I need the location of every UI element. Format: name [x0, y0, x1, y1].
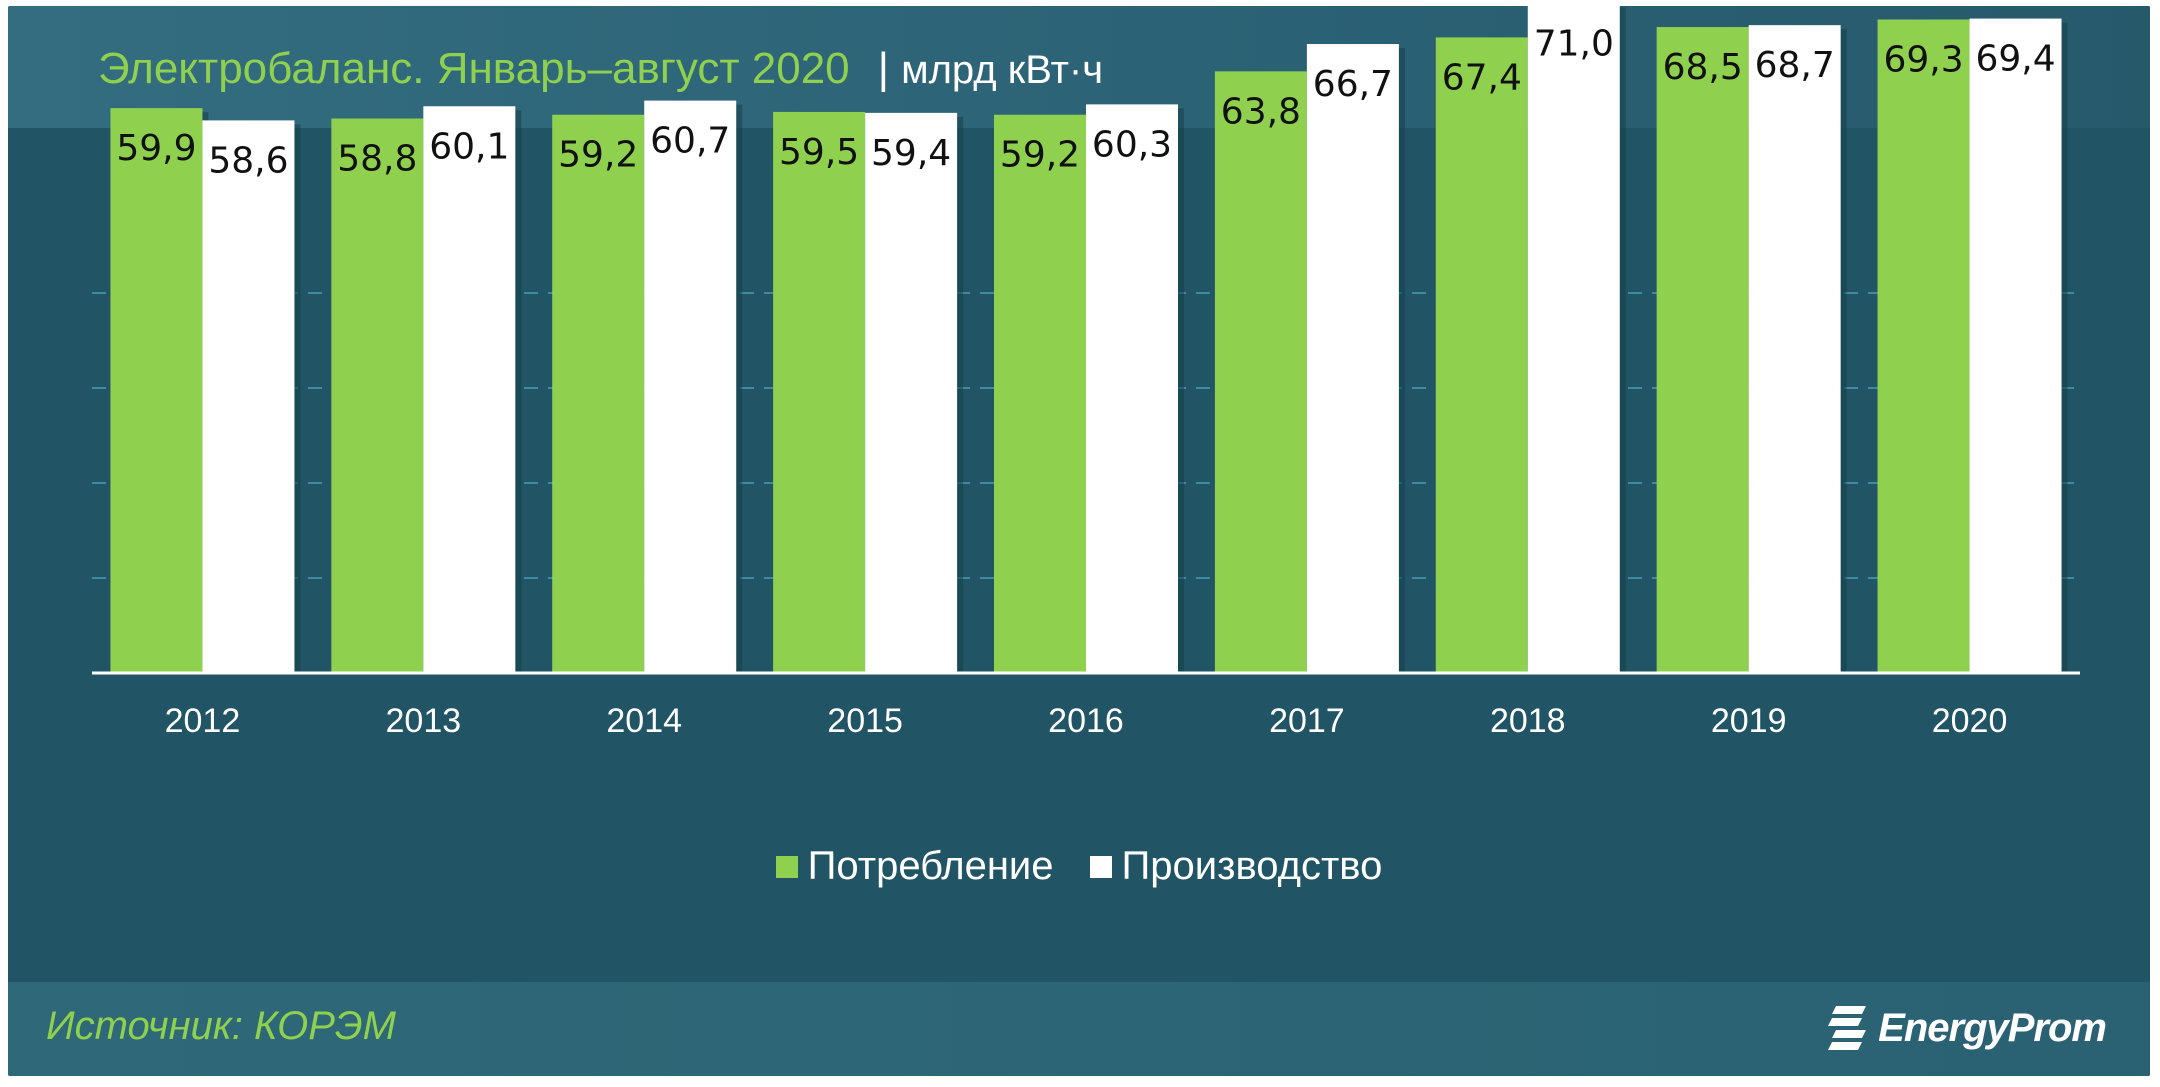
data-label: 59,4 [871, 133, 951, 174]
bar-production [1086, 104, 1178, 674]
bar-consumption [552, 114, 645, 673]
data-label: 68,5 [1663, 47, 1743, 88]
legend-label-production: Производство [1121, 844, 1383, 888]
data-label: 60,7 [650, 121, 730, 162]
energyprom-logo: EnergyProm [1826, 998, 2107, 1058]
bar-consumption [1214, 71, 1307, 674]
legend-item-production: Производство [1089, 844, 1383, 889]
bar-consumption [773, 111, 866, 674]
data-label: 58,6 [208, 140, 288, 181]
bar-production [1748, 25, 1841, 674]
x-tick-label: 2017 [1269, 702, 1345, 740]
bar-production [423, 106, 516, 673]
bar-consumption [1656, 27, 1749, 674]
x-tick-label: 2014 [606, 702, 682, 740]
bar-production [1527, 6, 1620, 674]
bar-production [1969, 18, 2062, 674]
bar-production [644, 100, 737, 673]
logo-text: EnergyProm [1878, 1005, 2107, 1050]
data-label: 60,3 [1092, 124, 1172, 165]
data-label: 67,4 [1442, 57, 1522, 98]
data-label: 59,9 [116, 128, 196, 169]
x-tick-label: 2016 [1048, 702, 1124, 740]
data-label: 69,3 [1883, 40, 1963, 81]
bar-production [1306, 44, 1399, 674]
data-label: 63,8 [1221, 91, 1301, 132]
x-tick-label: 2018 [1490, 702, 1566, 740]
title-separator: | [877, 44, 890, 93]
legend-item-consumption: Потребление [775, 844, 1054, 889]
x-tick-label: 2020 [1932, 702, 2008, 740]
x-tick-label: 2013 [386, 702, 462, 740]
chart-title: Электробаланс. Январь–август 2020 | млрд к… [98, 44, 1103, 94]
chart-title-text: Электробаланс. Январь–август 2020 [98, 44, 850, 93]
footer-bar: Источник: КОРЭМ EnergyProm [8, 982, 2150, 1076]
bar-consumption [331, 118, 424, 674]
data-label: 58,8 [337, 139, 417, 180]
bar-consumption [110, 108, 203, 673]
data-label: 66,7 [1313, 64, 1393, 105]
source-label: Источник: КОРЭМ [46, 1004, 396, 1048]
data-label: 68,7 [1755, 45, 1835, 86]
chart-card: Электробаланс. Январь–август 2020 | млрд к… [8, 6, 2150, 1076]
data-label: 60,1 [429, 126, 509, 167]
x-tick-label: 2012 [165, 702, 241, 740]
legend-swatch-consumption [775, 855, 798, 878]
legend-label-consumption: Потребление [807, 844, 1054, 888]
data-label: 59,2 [558, 135, 638, 176]
x-tick-label: 2019 [1711, 702, 1787, 740]
bar-consumption [1877, 19, 1970, 674]
unit-label: млрд кВт·ч [901, 48, 1104, 92]
bar-consumption [994, 114, 1086, 673]
logo-icon [1828, 1006, 1867, 1050]
x-tick-label: 2015 [827, 702, 903, 740]
data-label: 69,4 [1975, 39, 2055, 80]
legend-swatch-production [1089, 855, 1112, 878]
bar-production [865, 112, 958, 673]
bar-production [202, 120, 295, 674]
legend: Потребление Производство [8, 844, 2150, 889]
data-label: 59,2 [1000, 135, 1080, 176]
bar-chart: 59,9 58,6 2012 58,8 60,1 2013 59,2 60,7 2014 59,5… [92, 6, 2080, 740]
bar-consumption [1435, 37, 1528, 674]
data-label: 59,5 [779, 132, 859, 173]
data-label: 71,0 [1534, 23, 1614, 64]
